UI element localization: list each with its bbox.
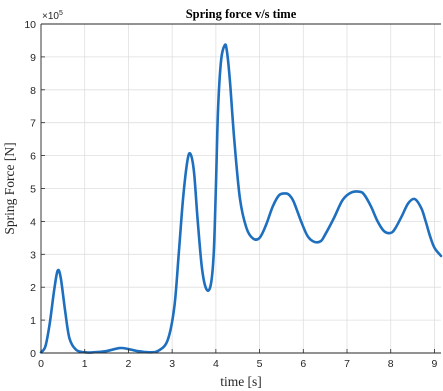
x-tick-label: 6 bbox=[300, 358, 306, 370]
y-axis-label: Spring Force [N] bbox=[2, 142, 17, 234]
tick-layer: 0 1 2 3 4 5 6 7 8 9 0 1 2 3 4 5 6 7 8 9 10 bbox=[24, 19, 437, 370]
x-tick-label: 7 bbox=[344, 358, 350, 370]
y-axis-exponent: ×105 bbox=[42, 10, 63, 22]
y-tick-label: 7 bbox=[30, 118, 36, 130]
y-tick-label: 6 bbox=[30, 151, 36, 163]
chart-title: Spring force v/s time bbox=[186, 7, 297, 21]
x-tick-label: 9 bbox=[432, 358, 438, 370]
grid bbox=[40, 23, 441, 354]
x-tick-label: 8 bbox=[388, 358, 394, 370]
series-layer bbox=[39, 43, 443, 354]
y-tick-label: 4 bbox=[30, 216, 36, 228]
x-tick-label: 4 bbox=[213, 358, 219, 370]
y-tick-label: 8 bbox=[30, 85, 36, 97]
x-axis-label: time [s] bbox=[220, 374, 262, 389]
y-tick-label: 9 bbox=[30, 52, 36, 64]
x-tick-label: 2 bbox=[126, 358, 132, 370]
y-tick-label: 2 bbox=[30, 282, 36, 294]
y-axis-exponent-power: 5 bbox=[59, 10, 63, 17]
x-tick-label: 0 bbox=[38, 358, 44, 370]
y-tick-label: 1 bbox=[30, 315, 36, 327]
x-tick-label: 5 bbox=[257, 358, 263, 370]
x-tick-label: 3 bbox=[169, 358, 175, 370]
y-tick-label: 0 bbox=[30, 348, 36, 360]
y-axis-exponent-base: ×10 bbox=[42, 11, 59, 22]
x-tick-label: 1 bbox=[82, 358, 88, 370]
y-tick-label: 10 bbox=[24, 19, 36, 31]
y-tick-label: 5 bbox=[30, 184, 36, 196]
series-line bbox=[39, 43, 443, 354]
y-tick-label: 3 bbox=[30, 249, 36, 261]
